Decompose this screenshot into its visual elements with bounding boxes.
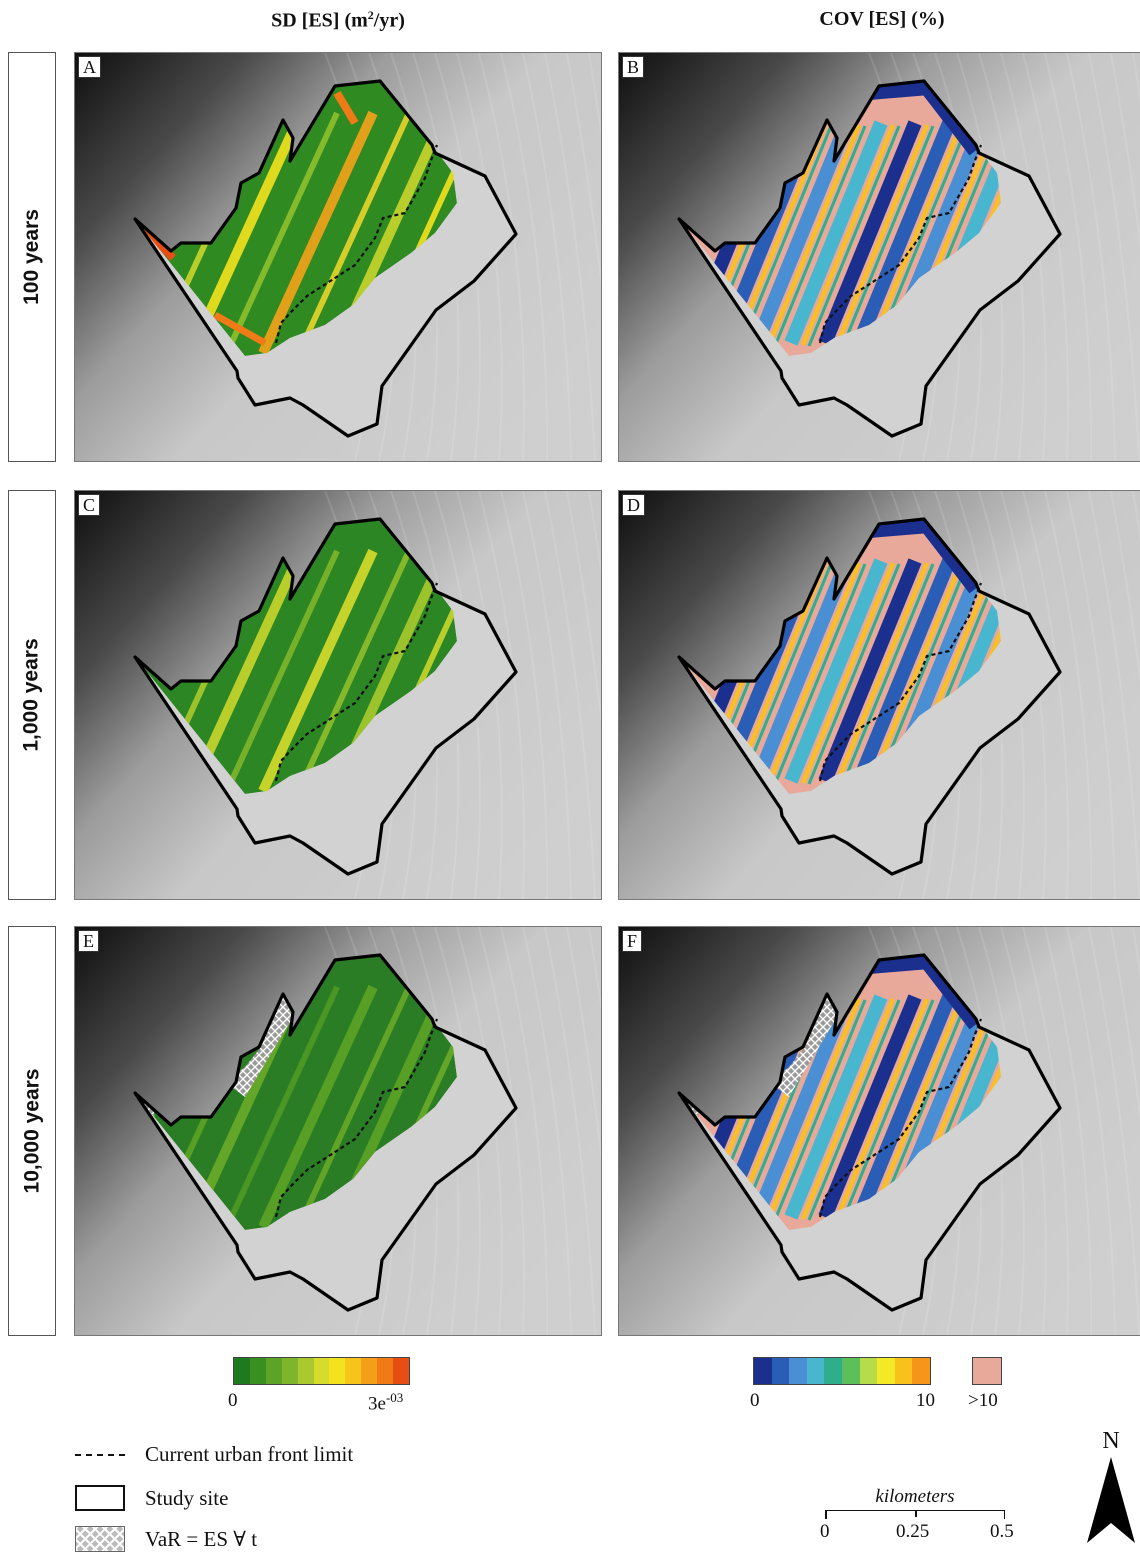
legend-var-es: VaR = ES ∀ t — [75, 1526, 257, 1552]
scale-bar: kilometers 0 0.25 0.5 — [820, 1486, 1014, 1545]
row-label-10000: 10,000 years — [8, 926, 56, 1336]
map-panel-a: A — [74, 52, 602, 462]
legend-study-site: Study site — [75, 1485, 228, 1511]
hatch-box-symbol — [75, 1526, 125, 1552]
north-arrow-icon — [1087, 1457, 1135, 1543]
panel-letter: F — [622, 930, 643, 952]
north-arrow: N — [1085, 1428, 1137, 1550]
legend-label: Study site — [145, 1485, 229, 1510]
scale-tick: 0.5 — [990, 1521, 1014, 1542]
north-label: N — [1102, 1428, 1120, 1454]
cov-over-swatch — [972, 1357, 1002, 1385]
row-label-1000: 1,000 years — [8, 490, 56, 900]
sd-colorbar-min-label: 0 — [228, 1390, 238, 1411]
panel-letter: C — [78, 494, 101, 516]
legend-label: Current urban front limit — [145, 1442, 354, 1466]
panel-letter: A — [78, 56, 101, 78]
scale-tick: 0 — [820, 1521, 830, 1542]
cov-colorbar — [753, 1357, 931, 1385]
cov-colorbar-over-label: >10 — [968, 1390, 998, 1411]
map-panel-c: C — [74, 490, 602, 900]
legend-label: VaR = ES ∀ t — [145, 1526, 258, 1551]
panel-letter: B — [622, 56, 645, 78]
legend-urban-front: Current urban front limit — [75, 1442, 353, 1467]
panel-letter: E — [78, 930, 99, 952]
map-panel-e: E — [74, 926, 602, 1336]
cov-colorbar-min-label: 0 — [750, 1390, 760, 1411]
cov-colorbar-max-label: 10 — [916, 1390, 935, 1411]
column-title-cov: COV [ES] (%) — [819, 8, 945, 30]
outline-box-symbol — [75, 1485, 125, 1511]
map-panel-d: D — [618, 490, 1140, 900]
map-panel-b: B — [618, 52, 1140, 462]
sd-colorbar — [233, 1357, 410, 1385]
dashed-line-symbol — [75, 1453, 125, 1456]
scale-bar-title: kilometers — [875, 1486, 955, 1507]
scale-tick: 0.25 — [896, 1521, 930, 1542]
row-label-100: 100 years — [8, 52, 56, 462]
column-title-sd: SD [ES] (m2/yr) — [271, 8, 405, 32]
panel-letter: D — [622, 494, 645, 516]
map-panel-f: F — [618, 926, 1140, 1336]
sd-colorbar-max-label: 3e-03 — [368, 1390, 404, 1415]
